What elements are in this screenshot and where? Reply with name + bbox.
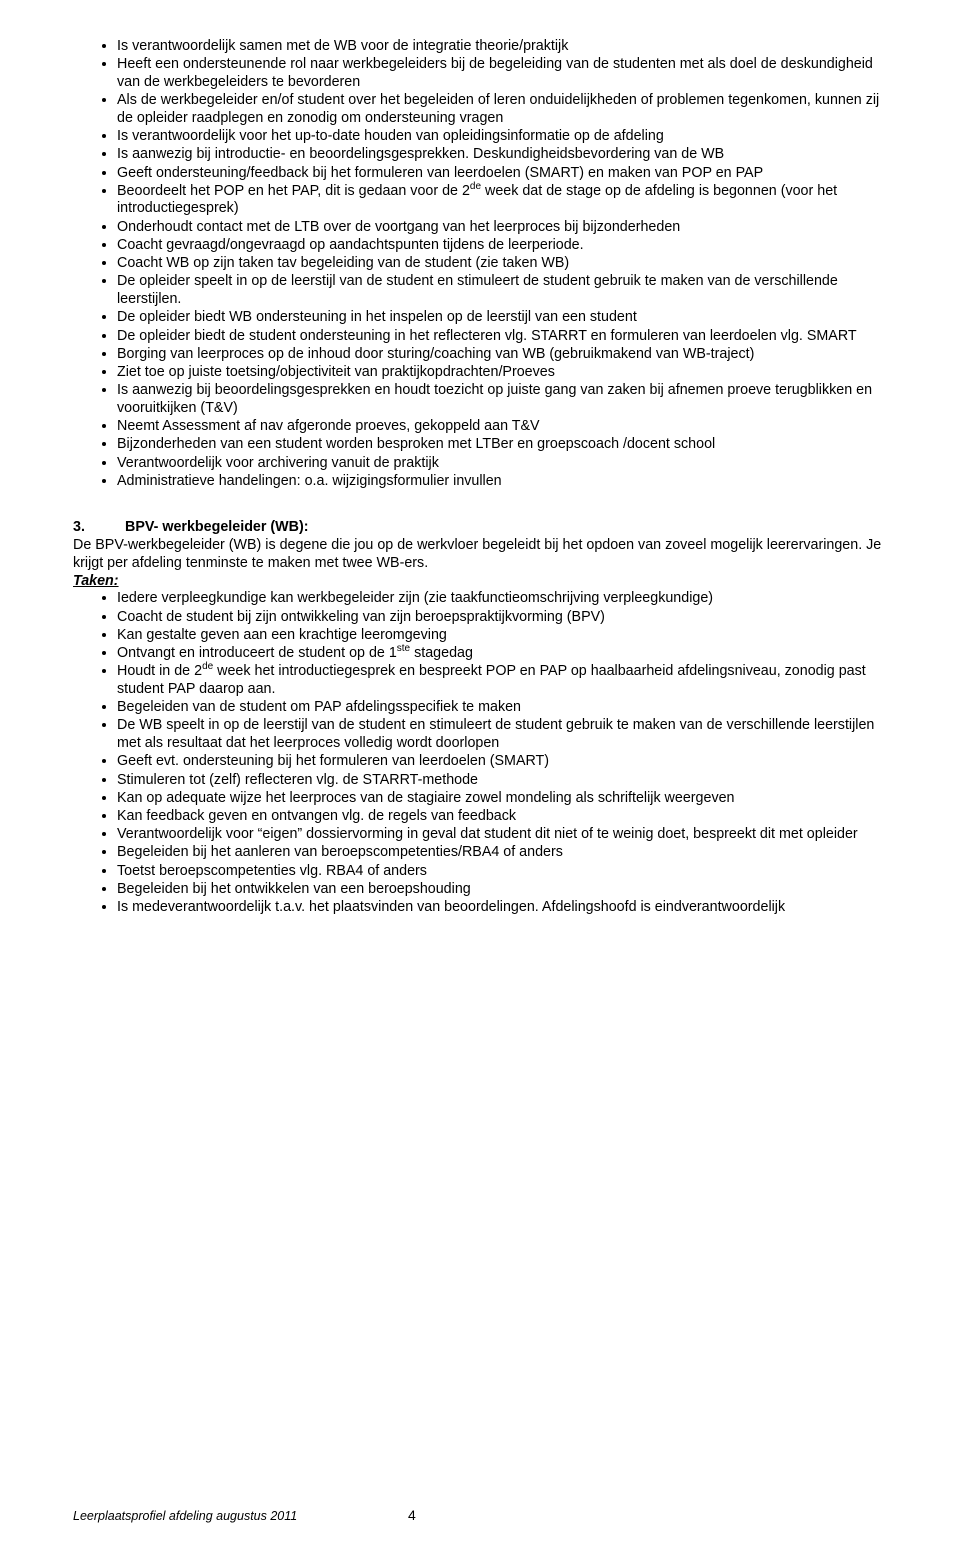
document-page: Is verantwoordelijk samen met de WB voor…	[0, 0, 960, 1551]
list-item: Verantwoordelijk voor archivering vanuit…	[117, 455, 887, 473]
list-item: De opleider speelt in op de leerstijl va…	[117, 273, 887, 308]
section-number: 3.	[73, 519, 125, 537]
list-item: Coacht WB op zijn taken tav begeleiding …	[117, 255, 887, 273]
list-item: Borging van leerproces op de inhoud door…	[117, 346, 887, 364]
footer-page-number: 4	[408, 1507, 416, 1523]
list-item: Coacht de student bij zijn ontwikkeling …	[117, 609, 887, 627]
list-item: Is verantwoordelijk samen met de WB voor…	[117, 38, 887, 56]
list-item: Begeleiden bij het ontwikkelen van een b…	[117, 881, 887, 899]
list-item: Ziet toe op juiste toetsing/objectivitei…	[117, 364, 887, 382]
list-item: Kan op adequate wijze het leerproces van…	[117, 790, 887, 808]
section-intro: De BPV-werkbegeleider (WB) is degene die…	[73, 537, 887, 573]
list-item: Administratieve handelingen: o.a. wijzig…	[117, 473, 887, 491]
section-title: BPV- werkbegeleider (WB):	[125, 519, 309, 535]
list-item: Is aanwezig bij beoordelingsgesprekken e…	[117, 382, 887, 417]
list-item: Kan gestalte geven aan een krachtige lee…	[117, 627, 887, 645]
bullet-list-2: Iedere verpleegkundige kan werkbegeleide…	[73, 590, 887, 916]
list-item: Heeft een ondersteunende rol naar werkbe…	[117, 56, 887, 91]
list-item: Ontvangt en introduceert de student op d…	[117, 645, 887, 663]
list-item: De WB speelt in op de leerstijl van de s…	[117, 717, 887, 752]
list-item: Onderhoudt contact met de LTB over de vo…	[117, 219, 887, 237]
list-item: De opleider biedt WB ondersteuning in he…	[117, 309, 887, 327]
list-item: Is medeverantwoordelijk t.a.v. het plaat…	[117, 899, 887, 917]
list-item: Is aanwezig bij introductie- en beoordel…	[117, 146, 887, 164]
bullet-list-1: Is verantwoordelijk samen met de WB voor…	[73, 38, 887, 490]
page-footer: Leerplaatsprofiel afdeling augustus 2011…	[73, 1509, 887, 1523]
list-item: Toetst beroepscompetenties vlg. RBA4 of …	[117, 863, 887, 881]
list-item: Kan feedback geven en ontvangen vlg. de …	[117, 808, 887, 826]
list-item: Bijzonderheden van een student worden be…	[117, 436, 887, 454]
footer-text: Leerplaatsprofiel afdeling augustus 2011	[73, 1509, 297, 1523]
list-item: Houdt in de 2de week het introductiegesp…	[117, 663, 887, 698]
list-item: Geeft evt. ondersteuning bij het formule…	[117, 753, 887, 771]
list-item: Als de werkbegeleider en/of student over…	[117, 92, 887, 127]
list-item: Begeleiden van de student om PAP afdelin…	[117, 699, 887, 717]
list-item: Iedere verpleegkundige kan werkbegeleide…	[117, 590, 887, 608]
list-item: De opleider biedt de student ondersteuni…	[117, 328, 887, 346]
taken-label: Taken:	[73, 573, 887, 591]
list-item: Geeft ondersteuning/feedback bij het for…	[117, 165, 887, 183]
list-item: Beoordeelt het POP en het PAP, dit is ge…	[117, 183, 887, 218]
list-item: Stimuleren tot (zelf) reflecteren vlg. d…	[117, 772, 887, 790]
list-item: Begeleiden bij het aanleren van beroepsc…	[117, 844, 887, 862]
list-item: Coacht gevraagd/ongevraagd op aandachtsp…	[117, 237, 887, 255]
section-heading: 3.BPV- werkbegeleider (WB):	[73, 519, 887, 537]
list-item: Is verantwoordelijk voor het up-to-date …	[117, 128, 887, 146]
list-item: Neemt Assessment af nav afgeronde proeve…	[117, 418, 887, 436]
list-item: Verantwoordelijk voor “eigen” dossiervor…	[117, 826, 887, 844]
taken-label-text: Taken:	[73, 573, 119, 589]
section-gap	[73, 491, 887, 519]
